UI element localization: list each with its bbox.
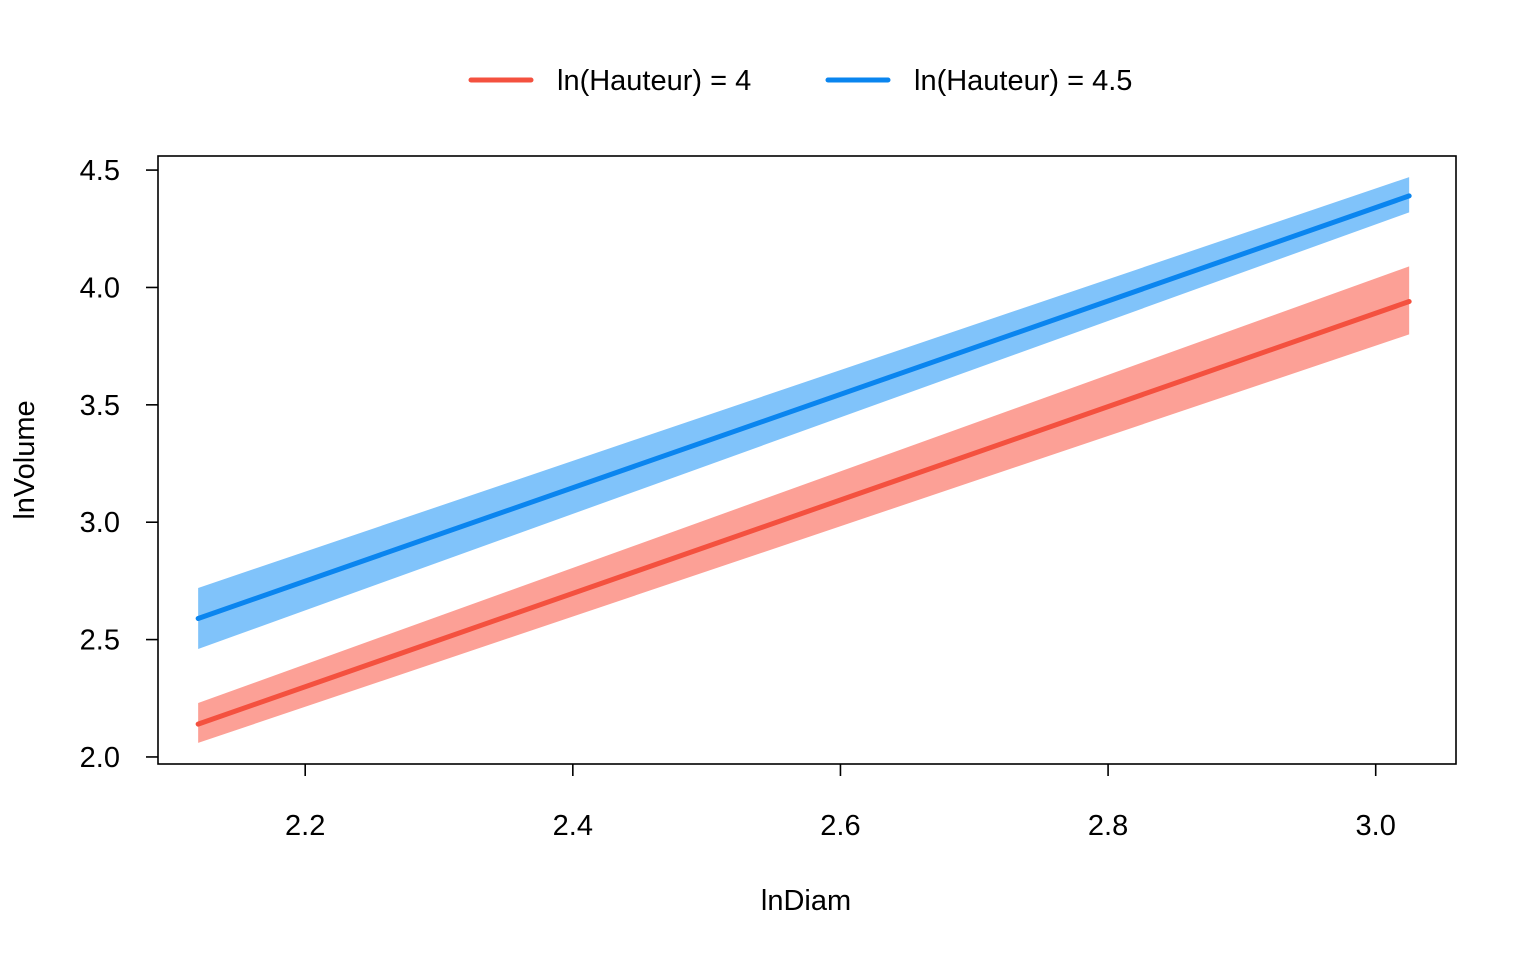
legend: ln(Hauteur) = 4 ln(Hauteur) = 4.5: [468, 65, 1132, 97]
y-tick-label: 3.0: [80, 507, 120, 539]
legend-label: ln(Hauteur) = 4: [557, 65, 751, 97]
series-line: [195, 299, 1412, 727]
fit-lines: [195, 193, 1412, 727]
y-axis: 2.0 2.5 3.0 3.5 4.0 4.5: [80, 155, 158, 774]
x-tick-label: 2.2: [285, 810, 325, 842]
y-axis-label: lnVolume: [9, 400, 41, 519]
x-tick-label: 2.8: [1088, 810, 1128, 842]
x-tick-label: 3.0: [1356, 810, 1396, 842]
x-tick-label: 2.6: [820, 810, 860, 842]
y-tick-label: 4.5: [80, 155, 120, 187]
confidence-band: [198, 177, 1410, 649]
x-axis-label: lnDiam: [761, 885, 851, 917]
y-tick-label: 2.0: [80, 742, 120, 774]
plot-frame: [157, 155, 1457, 765]
x-axis: 2.2 2.4 2.6 2.8 3.0: [285, 764, 1396, 842]
y-tick-label: 3.5: [80, 390, 120, 422]
legend-label: ln(Hauteur) = 4.5: [914, 65, 1132, 97]
x-tick-label: 2.4: [553, 810, 593, 842]
series-line: [195, 193, 1412, 621]
confidence-bands: [198, 177, 1410, 743]
confidence-band: [198, 266, 1410, 743]
y-tick-label: 2.5: [80, 625, 120, 657]
y-tick-label: 4.0: [80, 272, 120, 304]
